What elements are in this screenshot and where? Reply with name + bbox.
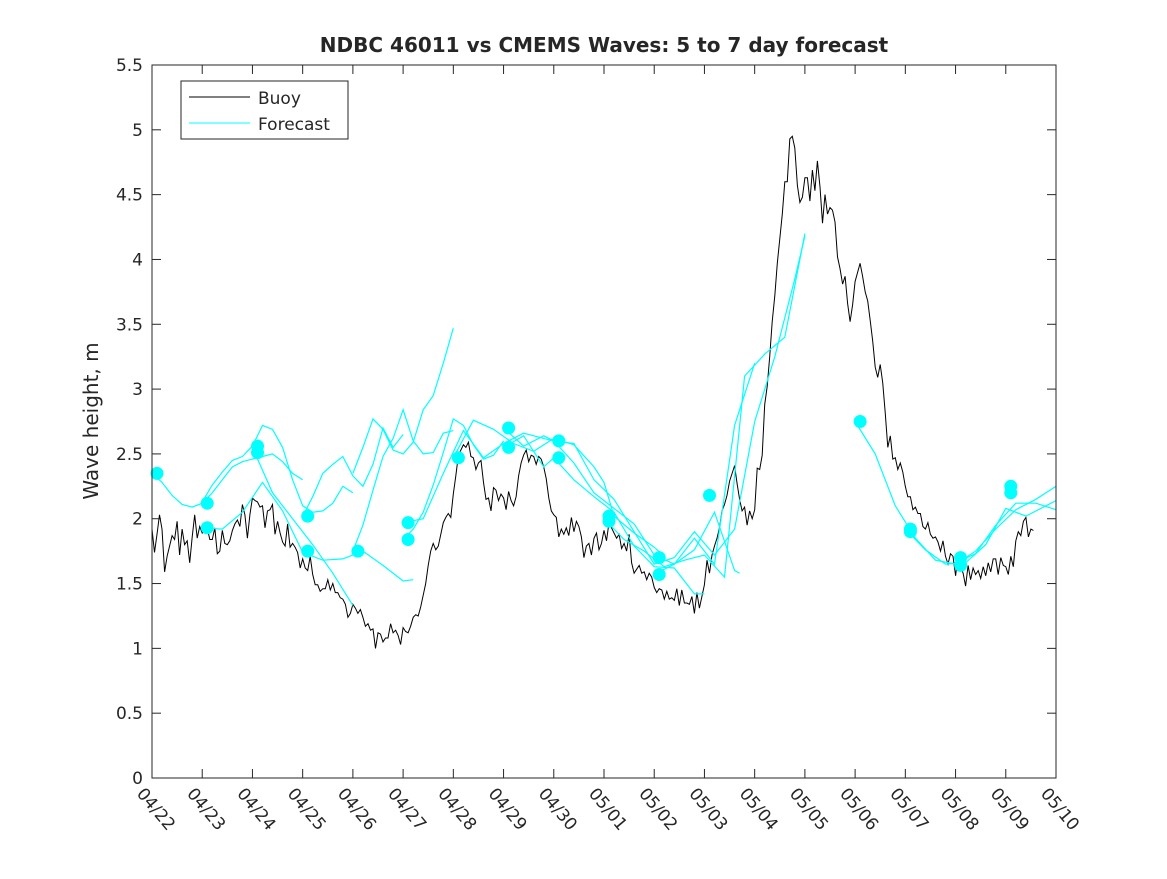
forecast-series-line-14 [603,233,806,579]
forecast-marker-5 [251,446,264,460]
buoy-series-line [151,135,1034,649]
y-tick-label: 1 [132,639,143,659]
forecast-marker-3 [200,521,214,535]
legend: Buoy Forecast [180,80,349,140]
x-tick-label: 04/24 [233,784,280,834]
forecast-series-line-8 [402,417,505,540]
forecast-marker-12 [502,421,516,435]
x-tick-label: 05/10 [1036,784,1083,834]
forecast-series-line-7 [352,407,454,552]
forecast-marker-11 [451,451,465,465]
x-tick-label: 05/02 [634,784,681,834]
forecast-series-line-15 [653,363,756,576]
forecast-series-line-11 [503,434,705,595]
x-tick-label: 05/01 [584,784,631,834]
y-tick-label: 3 [132,380,143,400]
forecast-marker-2 [200,496,214,510]
y-tick-label: 2.5 [116,445,143,465]
x-tick-label: 04/25 [283,784,330,834]
x-tick-label: 05/08 [936,784,983,834]
forecast-marker-21 [853,415,867,428]
forecast-marker-7 [301,544,315,558]
forecast-marker-14 [552,434,566,448]
x-tick-label: 04/30 [534,784,581,834]
x-tick-label: 05/05 [785,784,832,834]
forecast-marker-1 [150,466,164,480]
forecast-marker-15 [552,451,566,465]
y-tick-label: 3.5 [116,315,143,335]
axes-frame [151,64,1057,779]
forecast-series-line-16 [854,421,1057,565]
x-tick-label: 04/29 [484,784,531,834]
y-tick-label: 0 [132,769,143,789]
legend-buoy-label: Buoy [258,89,301,109]
forecast-series-line-6 [352,328,454,474]
y-tick-label: 4 [132,250,143,270]
forecast-marker-20 [703,488,716,502]
y-tick-label: 0.5 [116,704,143,724]
y-tick-label: 4.5 [116,186,143,206]
forecast-series-line-2 [201,424,354,513]
forecast-series-line-10 [452,419,665,557]
forecast-series-line-9 [402,429,554,524]
x-tick-label: 05/07 [885,784,932,834]
legend-box [180,80,349,140]
x-tick-label: 05/03 [685,784,732,834]
forecast-series-line-13 [553,235,806,565]
forecast-series-line-18 [955,502,1057,564]
forecast-series-line-5 [302,426,404,517]
x-tick-label: 04/23 [182,784,229,834]
forecast-series-line-1 [151,453,304,508]
forecast-marker-18 [652,551,666,565]
legend-forecast-label: Forecast [258,115,330,135]
forecast-marker-17 [602,514,616,528]
x-tick-label: 04/26 [333,784,380,834]
forecast-marker-23 [903,525,917,539]
forecast-marker-9 [401,516,415,530]
x-tick-label: 05/09 [986,784,1033,834]
y-tick-label: 1.5 [116,575,143,595]
x-tick-label: 04/22 [132,784,179,834]
y-tick-label: 5 [132,121,143,141]
y-tick-label: 5.5 [116,56,143,76]
forecast-marker-13 [502,440,516,454]
forecast-marker-8 [351,544,365,558]
x-tick-label: 05/04 [735,784,782,834]
forecast-marker-19 [652,568,666,581]
x-tick-label: 04/28 [433,784,480,834]
forecast-marker-6 [301,509,315,523]
forecast-series-line-4 [251,447,354,606]
forecast-marker-10 [401,533,415,546]
forecast-series-line-3 [202,481,414,582]
plot-area [150,135,1057,649]
chart-title: NDBC 46011 vs CMEMS Waves: 5 to 7 day fo… [320,33,889,57]
y-axis-label: Wave height, m [79,342,103,499]
x-tick-label: 05/06 [835,784,882,834]
forecast-series-line-17 [904,500,1057,565]
forecast-marker-25 [954,558,968,572]
x-tick-label: 04/27 [383,784,430,834]
y-tick-label: 2 [132,510,143,530]
forecast-marker-27 [1004,486,1018,500]
